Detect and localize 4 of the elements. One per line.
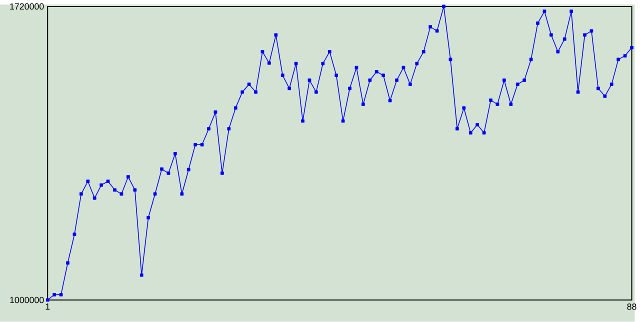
y-tick-label: 1720000 [10, 3, 44, 10]
y-tick-label: 1000000 [10, 296, 44, 304]
x-tick-label: 1 [46, 304, 50, 310]
x-tick-label: 88 [627, 304, 636, 310]
